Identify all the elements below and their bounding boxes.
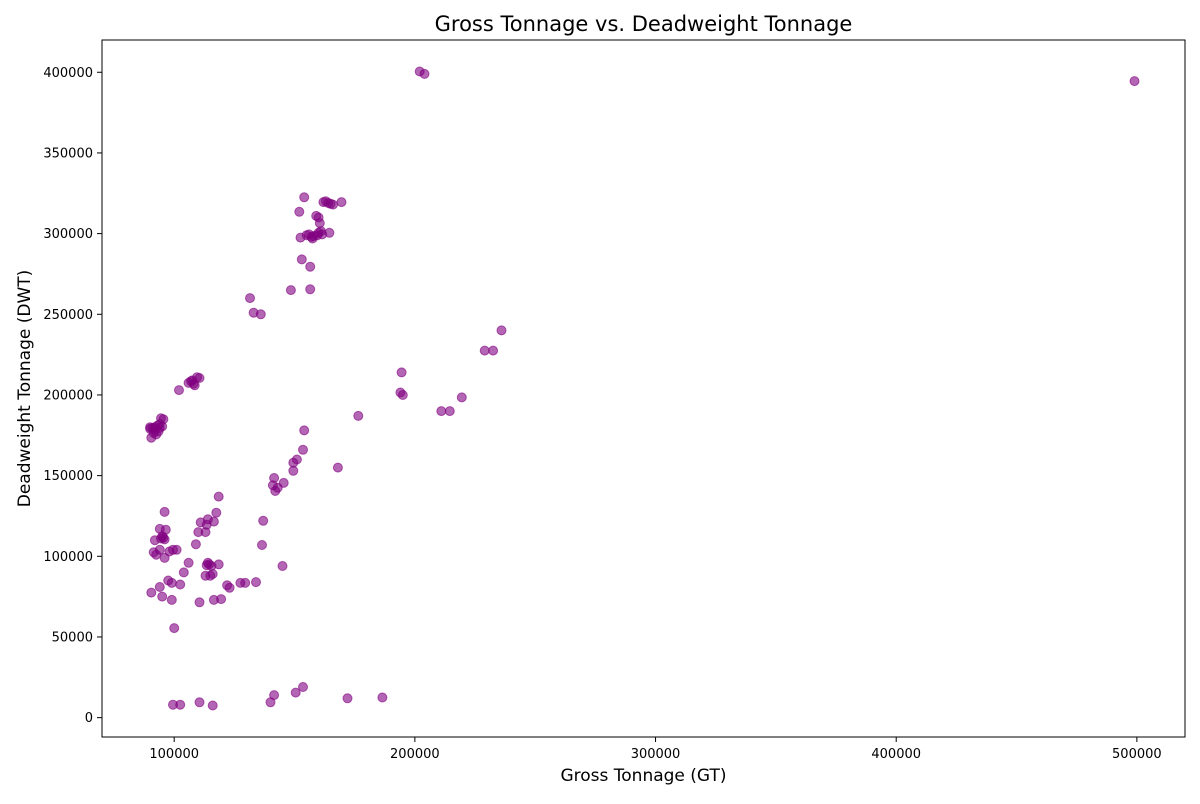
scatter-point-40 <box>444 406 455 417</box>
scatter-point-29 <box>245 293 255 304</box>
scatter-point-127 <box>216 594 227 605</box>
scatter-point-124 <box>166 594 177 605</box>
scatter-point-97 <box>154 544 165 555</box>
x-tick-label-4: 500000 <box>1112 747 1162 762</box>
scatter-point-130 <box>290 687 301 698</box>
scatter-point-128 <box>169 623 180 634</box>
scatter-point-78 <box>211 507 222 518</box>
scatter-point-31 <box>255 309 266 320</box>
scatter-point-48 <box>187 375 198 386</box>
scatter-point-107 <box>213 559 224 570</box>
scatter-point-25 <box>296 254 307 265</box>
x-tick-label-1: 200000 <box>390 747 440 762</box>
scatter-point-118 <box>224 582 235 593</box>
chart-title: Gross Tonnage vs. Deadweight Tonnage <box>435 12 853 36</box>
points-layer <box>145 66 1140 711</box>
scatter-point-49 <box>174 385 184 396</box>
y-tick-label-6: 300000 <box>43 227 93 242</box>
scatter-point-37 <box>397 390 408 400</box>
y-tick-label-7: 350000 <box>43 146 93 161</box>
scatter-point-65 <box>299 425 310 436</box>
x-ticks-layer: 100000 200000 300000 400000 500000 <box>149 737 1162 762</box>
scatter-point-26 <box>305 261 316 272</box>
scatter-point-28 <box>305 284 316 295</box>
scatter-point-138 <box>207 700 218 711</box>
scatter-point-61 <box>146 432 157 443</box>
scatter-point-112 <box>207 569 218 579</box>
scatter-point-133 <box>377 692 388 703</box>
scatter-point-34 <box>488 345 499 356</box>
scatter-point-94 <box>257 540 267 550</box>
scatter-point-122 <box>146 587 157 598</box>
y-tick-label-4: 200000 <box>43 388 93 403</box>
scatter-point-129 <box>298 682 308 692</box>
scatter-point-24 <box>324 227 335 238</box>
scatter-point-137 <box>175 699 186 710</box>
scatter-point-132 <box>342 693 353 704</box>
scatter-point-92 <box>149 535 160 546</box>
y-ticks-layer: 0 50000 100000 150000 200000 250000 300000 3500… <box>43 66 102 726</box>
scatter-point-41 <box>353 410 364 421</box>
y-axis-label: Deadweight Tonnage (DWT) <box>15 270 35 508</box>
x-axis-label: Gross Tonnage (GT) <box>560 766 726 786</box>
x-tick-label-3: 400000 <box>871 747 921 762</box>
y-tick-label-2: 100000 <box>43 550 93 565</box>
y-tick-label-3: 150000 <box>43 469 93 484</box>
plot-frame <box>101 39 1186 738</box>
scatter-point-38 <box>456 392 467 403</box>
scatter-point-115 <box>175 579 186 590</box>
x-tick-label-2: 300000 <box>631 747 681 762</box>
scatter-point-135 <box>265 697 276 708</box>
scatter-point-82 <box>258 515 269 526</box>
scatter-point-1 <box>419 68 430 79</box>
scatter-point-91 <box>159 534 170 545</box>
scatter-point-67 <box>298 444 308 455</box>
y-tick-label-0: 0 <box>85 711 93 726</box>
scatter-point-109 <box>178 567 189 578</box>
y-tick-label-1: 50000 <box>52 630 93 645</box>
x-tick-label-0: 100000 <box>149 747 199 762</box>
scatter-point-134 <box>194 697 205 708</box>
scatter-point-76 <box>213 491 224 502</box>
scatter-point-32 <box>496 325 507 336</box>
scatter-point-27 <box>285 285 296 296</box>
scatter-point-121 <box>251 577 261 588</box>
scatter-point-93 <box>190 539 201 550</box>
scatter-point-66 <box>332 462 343 473</box>
scatter-point-13 <box>314 218 325 229</box>
scatter-point-64 <box>154 423 165 433</box>
scatter-point-39 <box>436 406 447 417</box>
scatter-point-102 <box>183 557 194 568</box>
scatter-point-87 <box>201 519 212 530</box>
scatter-point-77 <box>159 506 170 517</box>
scatter-point-10 <box>294 206 305 217</box>
scatter-point-75 <box>270 486 281 496</box>
scatter-point-3 <box>299 192 310 203</box>
scatter-point-2 <box>1129 76 1140 87</box>
scatter-point-108 <box>277 561 288 571</box>
scatter-point-125 <box>194 597 205 608</box>
y-tick-label-8: 400000 <box>43 66 93 81</box>
scatter-point-101 <box>159 552 170 563</box>
scatter-point-120 <box>240 577 251 588</box>
scatter-point-123 <box>157 591 168 602</box>
scatter-point-116 <box>154 582 165 592</box>
scatter-point-100 <box>171 544 182 555</box>
scatter-point-9 <box>328 199 338 210</box>
scatter-point-35 <box>396 367 407 378</box>
scatter-point-70 <box>288 465 299 476</box>
scatter-point-4 <box>336 197 347 208</box>
scatter-point-114 <box>166 577 177 588</box>
scatter-point-60 <box>158 414 169 425</box>
y-tick-label-5: 250000 <box>43 308 93 323</box>
scatter-point-33 <box>479 345 490 356</box>
